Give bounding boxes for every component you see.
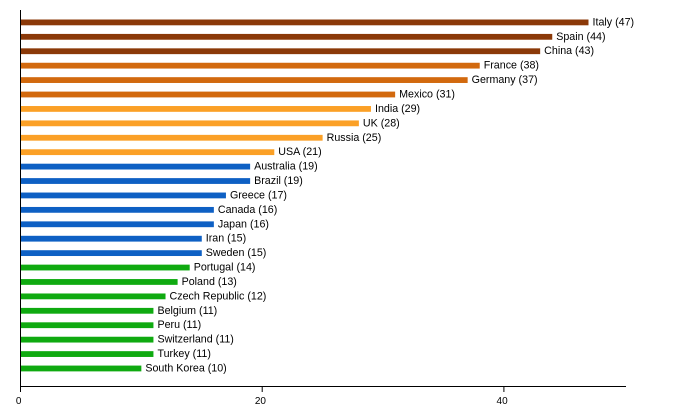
- svg-text:UK (28): UK (28): [363, 117, 400, 129]
- svg-text:Mexico (31): Mexico (31): [399, 89, 455, 101]
- svg-text:Spain (44): Spain (44): [556, 31, 605, 43]
- svg-text:Brazil (19): Brazil (19): [254, 175, 303, 187]
- svg-text:Switzerland (11): Switzerland (11): [157, 334, 233, 346]
- svg-text:Italy (47): Italy (47): [593, 16, 635, 28]
- svg-text:Portugal (14): Portugal (14): [194, 262, 256, 274]
- svg-text:Iran (15): Iran (15): [206, 233, 246, 245]
- svg-text:Greece (17): Greece (17): [230, 189, 287, 201]
- svg-text:Japan (16): Japan (16): [218, 218, 269, 230]
- svg-text:China (43): China (43): [544, 45, 594, 57]
- svg-text:Peru (11): Peru (11): [157, 319, 201, 331]
- svg-text:France (38): France (38): [484, 60, 539, 72]
- svg-text:Sweden (15): Sweden (15): [206, 247, 267, 259]
- svg-text:Belgium (11): Belgium (11): [157, 305, 217, 317]
- svg-text:Turkey (11): Turkey (11): [157, 348, 210, 360]
- svg-text:0: 0: [16, 396, 22, 407]
- svg-text:South Korea (10): South Korea (10): [145, 362, 226, 374]
- svg-text:40: 40: [497, 396, 509, 407]
- svg-text:Poland (13): Poland (13): [182, 276, 237, 288]
- svg-text:20: 20: [255, 396, 267, 407]
- svg-text:Australia (19): Australia (19): [254, 161, 318, 173]
- svg-text:Germany (37): Germany (37): [472, 74, 538, 86]
- svg-text:Czech Republic (12): Czech Republic (12): [170, 290, 267, 302]
- svg-text:Canada (16): Canada (16): [218, 204, 277, 216]
- svg-text:USA (21): USA (21): [278, 146, 321, 158]
- svg-text:India (29): India (29): [375, 103, 420, 115]
- svg-text:Russia (25): Russia (25): [327, 132, 382, 144]
